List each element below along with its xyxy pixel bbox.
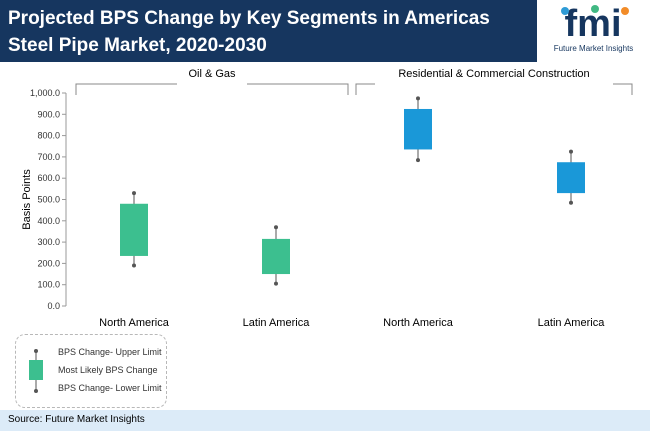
logo-tagline: Future Market Insights: [553, 44, 634, 53]
upper-limit-point: [569, 149, 573, 154]
source-note: Source: Future Market Insights: [8, 414, 145, 425]
legend-graphic: BPS Change- Upper Limit Most Likely BPS …: [29, 347, 162, 393]
logo-dot-green: [591, 5, 599, 13]
group-label: Oil & Gas: [188, 68, 236, 80]
y-tick-label: 1,000.0: [30, 88, 60, 98]
y-tick-label: 300.0: [37, 237, 60, 247]
x-category-label: Latin America: [538, 317, 606, 329]
group-bracket-left: [75, 83, 177, 95]
upper-limit-point: [274, 225, 278, 230]
lower-limit-point: [569, 200, 573, 205]
upper-limit-point: [416, 96, 420, 101]
y-tick-label: 200.0: [37, 258, 60, 268]
chart-title: Projected BPS Change by Key Segments in …: [8, 8, 490, 56]
likely-range-box: [120, 203, 148, 256]
y-tick-label: 900.0: [37, 109, 60, 119]
x-category-label: North America: [383, 317, 454, 329]
y-tick-label: 700.0: [37, 152, 60, 162]
y-tick-label: 400.0: [37, 216, 60, 226]
legend-upper-dot: [34, 349, 38, 353]
likely-range-box: [557, 162, 585, 194]
group-bracket-left: [355, 83, 375, 95]
lower-limit-point: [416, 158, 420, 163]
likely-range-box: [404, 108, 432, 150]
y-tick-label: 500.0: [37, 195, 60, 205]
fmi-logo-mark: fmi: [561, 4, 629, 42]
group-label: Residential & Commercial Construction: [398, 68, 589, 80]
group-bracket-right: [247, 83, 349, 95]
legend-lower-label: BPS Change- Lower Limit: [58, 383, 162, 393]
y-axis-title: Basis Points: [21, 169, 33, 230]
group-bracket-right: [613, 83, 633, 95]
lower-limit-point: [132, 263, 136, 268]
legend-likely-label: Most Likely BPS Change: [58, 365, 158, 375]
lower-limit-point: [274, 281, 278, 286]
x-category-label: North America: [99, 317, 170, 329]
y-tick-label: 600.0: [37, 173, 60, 183]
y-tick-label: 0.0: [47, 301, 60, 311]
legend-upper-label: BPS Change- Upper Limit: [58, 347, 162, 357]
y-tick-label: 100.0: [37, 280, 60, 290]
footer: Source: Future Market Insights: [0, 410, 650, 431]
title-banner: Projected BPS Change by Key Segments in …: [0, 0, 650, 62]
logo-dot-blue: [561, 7, 569, 15]
logo-dot-orange: [621, 7, 629, 15]
fmi-logo: fmi Future Market Insights: [537, 0, 650, 62]
likely-range-box: [262, 238, 290, 275]
y-tick-label: 800.0: [37, 131, 60, 141]
legend-lower-dot: [34, 389, 38, 393]
box-plot-chart: 0.0 100.0 200.0 300.0 400.0 500.0 600.0 700.0 80…: [21, 68, 633, 329]
legend: BPS Change- Upper Limit Most Likely BPS …: [15, 334, 167, 408]
upper-limit-point: [132, 191, 136, 196]
legend-box-swatch: [29, 360, 43, 380]
x-category-label: Latin America: [243, 317, 311, 329]
